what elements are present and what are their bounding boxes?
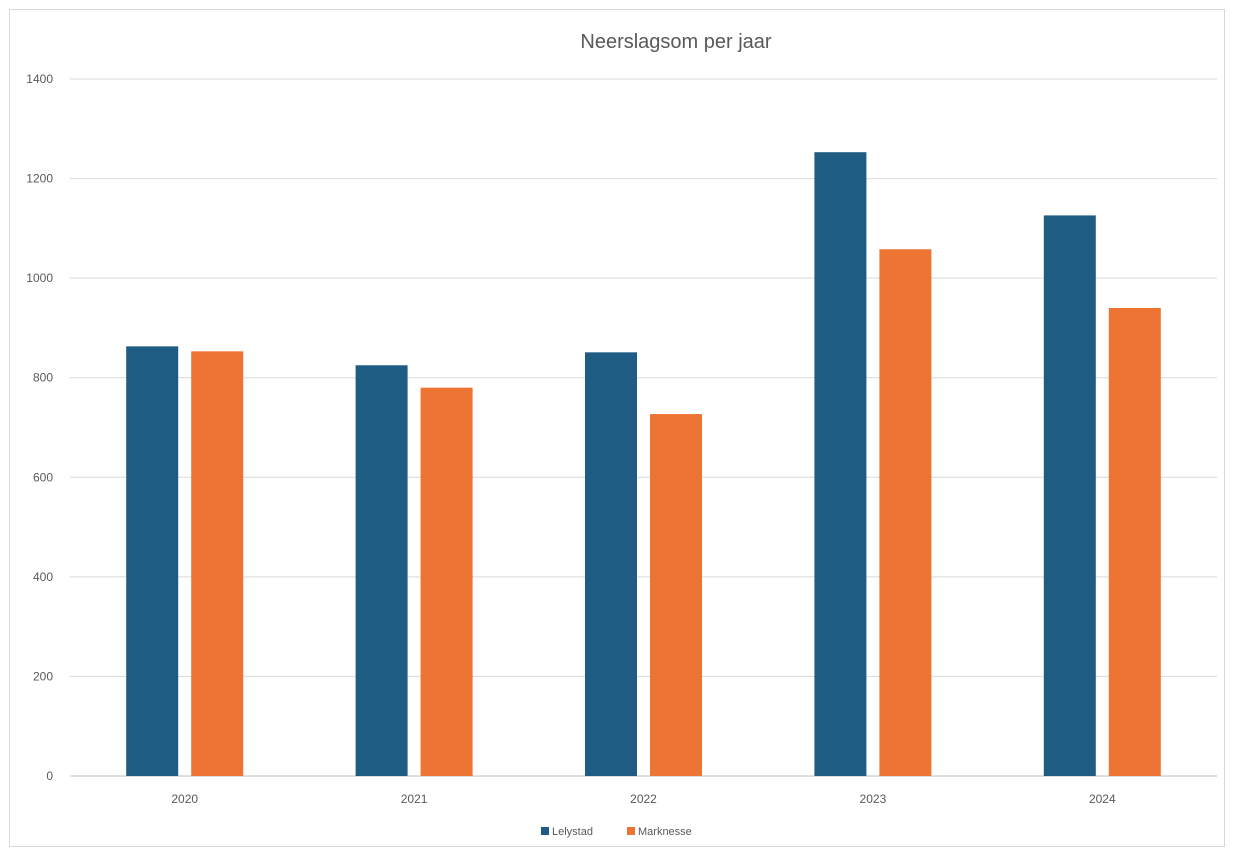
legend-label-lelystad: Lelystad (552, 826, 593, 838)
bar-marknesse-2023 (879, 249, 932, 776)
x-tick-label: 2020 (171, 792, 198, 806)
y-axis-ticks: 0 200 400 600 800 1000 1200 1400 (26, 72, 53, 783)
x-tick-label: 2024 (1089, 792, 1116, 806)
x-tick-label: 2022 (630, 792, 657, 806)
bar-marknesse-2020 (191, 351, 244, 776)
y-tick-label: 400 (33, 570, 53, 584)
y-tick-label: 1200 (26, 172, 53, 186)
y-tick-label: 600 (33, 470, 53, 484)
y-tick-label: 0 (46, 769, 53, 783)
gridlines (70, 78, 1217, 777)
y-tick-label: 200 (33, 669, 53, 683)
x-tick-label: 2023 (860, 792, 887, 806)
y-tick-label: 1000 (26, 271, 53, 285)
bar-lelystad-2020 (126, 346, 179, 776)
bar-lelystad-2022 (585, 352, 637, 776)
bars (126, 152, 1161, 777)
legend-swatch-lelystad (541, 827, 549, 835)
bar-marknesse-2022 (650, 414, 702, 776)
bar-lelystad-2021 (355, 365, 408, 776)
legend: Lelystad Marknesse (541, 826, 692, 838)
y-tick-label: 800 (33, 371, 53, 385)
y-tick-label: 1400 (26, 72, 53, 86)
bar-lelystad-2024 (1043, 215, 1096, 777)
bar-marknesse-2024 (1108, 308, 1161, 776)
legend-label-marknesse: Marknesse (638, 826, 692, 838)
legend-swatch-marknesse (627, 827, 635, 835)
bar-marknesse-2021 (420, 387, 473, 776)
chart-title: Neerslagsom per jaar (580, 31, 772, 53)
x-tick-label: 2021 (401, 792, 428, 806)
bar-lelystad-2023 (814, 152, 867, 776)
x-axis-ticks: 2020 2021 2022 2023 2024 (171, 792, 1116, 806)
